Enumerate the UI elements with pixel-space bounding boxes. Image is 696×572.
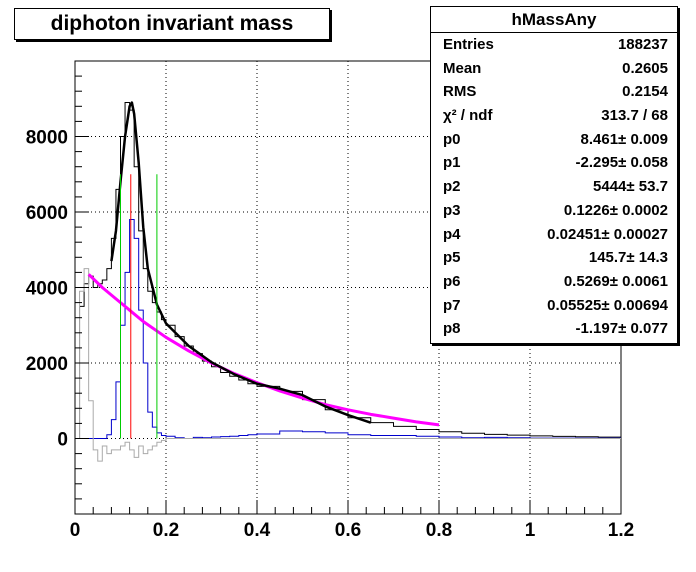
stats-row: p1 -2.295± 0.058 [431, 151, 677, 175]
stats-label: Entries [443, 36, 494, 53]
stats-value: 188237 [617, 36, 668, 53]
stats-label: p1 [443, 154, 461, 172]
stats-value: 0.05525± 0.00694 [547, 296, 668, 314]
stats-value: 0.2154 [622, 83, 668, 101]
stats-row: p7 0.05525± 0.00694 [431, 294, 677, 318]
y-tick-label: 0 [57, 430, 68, 451]
y-tick-label: 4000 [26, 279, 68, 300]
x-tick-label: 0.2 [153, 520, 179, 541]
stats-label: p6 [443, 272, 461, 290]
y-tick-label: 8000 [26, 128, 68, 149]
stats-row: Entries 188237 [431, 33, 677, 57]
x-tick-label: 1 [525, 520, 536, 541]
stats-row: p3 0.1226± 0.0002 [431, 199, 677, 223]
y-tick-label: 6000 [26, 203, 68, 224]
stats-value: 0.2605 [622, 59, 668, 77]
stats-label: p0 [443, 130, 461, 148]
stats-value: -1.197± 0.077 [575, 320, 668, 338]
chart-title: diphoton invariant mass [14, 8, 330, 40]
stats-rows: Entries 188237 Mean 0.2605 RMS 0.2154 χ² / ndf… [431, 33, 677, 341]
hist-series-2 [75, 268, 621, 462]
stats-value: 0.1226± 0.0002 [563, 201, 668, 219]
stats-row: p6 0.5269± 0.0061 [431, 270, 677, 294]
stats-label: p3 [443, 201, 461, 219]
stats-label: χ² / ndf [443, 107, 493, 125]
stats-value: -2.295± 0.058 [575, 154, 668, 172]
stats-row: RMS 0.2154 [431, 80, 677, 104]
stats-value: 5444± 53.7 [593, 178, 668, 196]
stats-row: χ² / ndf 313.7 / 68 [431, 104, 677, 128]
stats-label: p4 [443, 225, 461, 243]
stats-value: 313.7 / 68 [601, 107, 668, 125]
stats-value: 0.5269± 0.0061 [563, 272, 668, 290]
stats-value: 0.02451± 0.00027 [547, 225, 668, 243]
stats-label: Mean [443, 59, 482, 77]
x-tick-label: 0 [70, 520, 81, 541]
x-tick-label: 1.2 [608, 520, 634, 541]
stats-value: 8.461± 0.009 [580, 130, 668, 148]
x-tick-label: 0.6 [335, 520, 361, 541]
stats-row: p2 5444± 53.7 [431, 175, 677, 199]
stats-box-title: hMassAny [431, 7, 677, 33]
stats-row: p4 0.02451± 0.00027 [431, 223, 677, 247]
stats-label: p5 [443, 249, 461, 267]
stats-row: p8 -1.197± 0.077 [431, 317, 677, 341]
x-tick-label: 0.8 [426, 520, 452, 541]
stats-label: p7 [443, 296, 461, 314]
stats-row: p0 8.461± 0.009 [431, 128, 677, 152]
stats-label: RMS [443, 83, 477, 101]
y-tick-label: 2000 [26, 354, 68, 375]
chart-title-text: diphoton invariant mass [50, 12, 294, 35]
axes-layer: 0 0.2 0.4 0.6 0.8 1 1.2 0 2000 4000 6000 8000 [26, 60, 634, 541]
stats-row: Mean 0.2605 [431, 57, 677, 81]
stats-row: p5 145.7± 14.3 [431, 246, 677, 270]
x-tick-label: 0.4 [244, 520, 271, 541]
stats-label: p8 [443, 320, 461, 338]
stats-label: p2 [443, 178, 461, 196]
stats-box: hMassAny Entries 188237 Mean 0.2605 RMS 0.215… [430, 6, 678, 344]
stats-value: 145.7± 14.3 [588, 249, 668, 267]
series-layer [75, 101, 622, 462]
